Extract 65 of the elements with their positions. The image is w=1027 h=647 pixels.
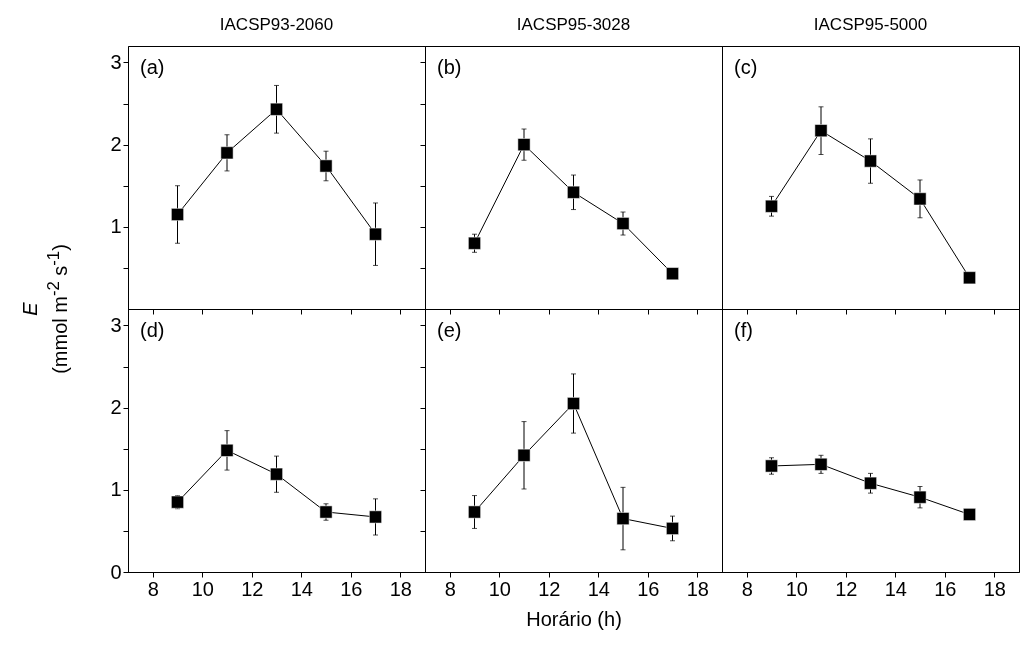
x-tick-label: 12 <box>835 577 858 600</box>
point <box>319 505 333 519</box>
x-tick-label: 16 <box>637 577 660 600</box>
point <box>616 512 630 525</box>
x-tick-label: 10 <box>488 577 511 600</box>
x-tick-label: 16 <box>340 577 363 600</box>
point <box>171 208 184 221</box>
annotation: (a) <box>140 56 165 78</box>
point <box>270 467 283 481</box>
x-tick-label: 18 <box>686 577 709 600</box>
point <box>666 267 679 281</box>
y-tick-label: 1 <box>110 215 122 238</box>
y-tick-label: 1 <box>110 478 122 501</box>
x-tick-label: 12 <box>538 577 561 600</box>
annotation: (c) <box>734 56 758 78</box>
point <box>220 146 234 160</box>
point <box>765 199 778 213</box>
point <box>814 124 828 138</box>
annotation: (b) <box>437 56 462 78</box>
point <box>517 138 531 151</box>
point <box>963 271 976 285</box>
annotation: (e) <box>437 319 462 341</box>
point <box>369 510 382 524</box>
y-tick-label: 3 <box>110 50 122 73</box>
point <box>913 192 927 206</box>
chart-title: IACSP93-2060 <box>219 15 334 34</box>
annotation: (f) <box>734 319 753 341</box>
point <box>171 495 184 509</box>
point <box>517 448 531 462</box>
annotation: (d) <box>140 319 165 341</box>
point <box>567 397 580 410</box>
x-tick-label: 18 <box>983 577 1006 600</box>
x-tick-label: 16 <box>934 577 957 600</box>
x-tick-label: 8 <box>147 577 159 600</box>
y-tick-label: 3 <box>110 313 122 336</box>
x-tick-label: 14 <box>587 577 610 600</box>
point <box>270 102 283 116</box>
point <box>864 476 877 490</box>
x-axis-title: Horário (h) <box>526 607 622 630</box>
point <box>319 159 333 173</box>
point <box>567 185 580 199</box>
point <box>220 443 234 457</box>
x-tick-label: 10 <box>785 577 808 600</box>
point <box>765 459 778 473</box>
x-tick-label: 10 <box>191 577 214 600</box>
chart-title: IACSP95-3028 <box>516 15 631 34</box>
chart-title: IACSP95-5000 <box>813 15 928 34</box>
x-tick-label: 14 <box>290 577 313 600</box>
point <box>864 154 877 168</box>
point <box>666 522 679 535</box>
point <box>369 227 382 241</box>
point <box>468 505 481 519</box>
x-tick-label: 12 <box>241 577 264 600</box>
point <box>468 236 481 250</box>
point <box>616 217 630 230</box>
x-tick-label: 8 <box>741 577 753 600</box>
x-tick-label: 14 <box>884 577 907 600</box>
y-tick-label: 0 <box>110 560 122 583</box>
x-tick-label: 18 <box>389 577 412 600</box>
point <box>913 490 927 504</box>
y-tick-label: 2 <box>110 396 122 419</box>
x-tick-label: 8 <box>444 577 456 600</box>
y-tick-label: 2 <box>110 133 122 156</box>
point <box>963 508 976 521</box>
point <box>814 457 828 471</box>
